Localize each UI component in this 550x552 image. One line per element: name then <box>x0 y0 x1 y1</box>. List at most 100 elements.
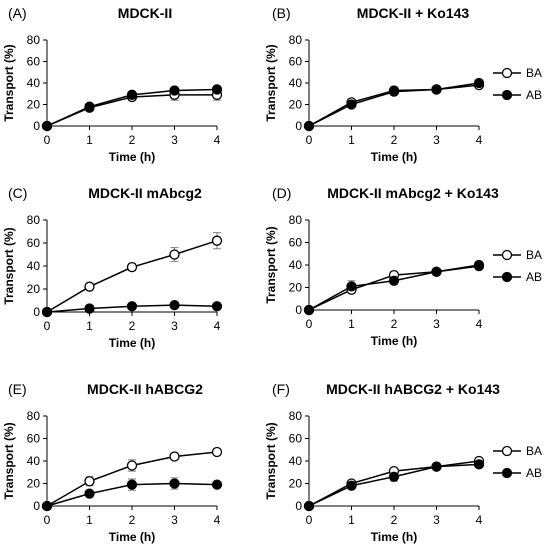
data-point-ab <box>126 301 138 312</box>
legend-label-ba: BA <box>526 248 542 262</box>
x-tick-label: 2 <box>391 317 398 331</box>
x-tick-label: 4 <box>214 133 221 147</box>
legend-marker-ab <box>501 467 513 479</box>
x-tick-label: 4 <box>476 513 483 527</box>
data-point-ab <box>346 281 357 292</box>
x-tick-label: 4 <box>214 513 221 527</box>
panel-label: (A) <box>8 5 27 21</box>
data-point-ab <box>473 77 485 89</box>
y-tick-label: 0 <box>33 119 40 133</box>
legend-f: BA AB <box>493 444 542 480</box>
legend-label-ba: BA <box>526 444 542 458</box>
x-tick-label: 1 <box>86 319 93 333</box>
x-tick-label: 1 <box>348 513 355 527</box>
chart-panel-f: (F) MDCK-II hABCG2 + Ko143 0 20 40 60 80 0 1 2 3 4 T… <box>264 381 500 544</box>
data-point-ab <box>346 99 357 110</box>
y-tick-label: 80 <box>27 213 41 227</box>
x-tick-label: 3 <box>171 319 178 333</box>
chart-title: MDCK-II mAbcg2 + Ko143 <box>327 185 499 201</box>
data-point-ab <box>431 461 442 472</box>
y-tick-label: 60 <box>289 236 303 250</box>
x-axis-label: Time (h) <box>109 336 155 350</box>
data-point-ab <box>84 303 95 314</box>
data-point-ab <box>303 120 315 132</box>
x-tick-label: 1 <box>348 317 355 331</box>
y-tick-label: 60 <box>289 55 303 69</box>
data-point-ab <box>388 275 400 286</box>
y-tick-label: 20 <box>27 282 41 296</box>
y-tick-label: 60 <box>27 432 41 446</box>
chart-panel-b: (B) MDCK-II + Ko143 0 20 40 60 80 0 1 2 3 4 Time (h)… <box>264 5 485 164</box>
y-tick-label: 60 <box>289 432 303 446</box>
y-tick-label: 20 <box>27 98 41 112</box>
legend-marker-ba <box>501 67 513 79</box>
x-tick-label: 0 <box>306 317 313 331</box>
data-point-ab <box>431 84 442 95</box>
x-tick-label: 3 <box>433 513 440 527</box>
y-tick-label: 40 <box>27 259 41 273</box>
y-tick-label: 80 <box>289 33 303 47</box>
x-tick-label: 2 <box>391 133 398 147</box>
data-point-ab <box>303 500 315 512</box>
chart-title: MDCK-II mAbcg2 <box>88 185 202 201</box>
y-tick-label: 60 <box>27 55 41 69</box>
panel-label: (B) <box>272 5 291 21</box>
data-point-ba <box>126 261 138 273</box>
x-tick-label: 3 <box>171 513 178 527</box>
legend-label-ab: AB <box>526 270 542 284</box>
x-tick-label: 2 <box>129 319 136 333</box>
x-axis-label: Time (h) <box>109 530 155 544</box>
y-axis-label: Transport (%) <box>264 226 278 303</box>
y-tick-label: 80 <box>27 33 41 47</box>
data-point-ab <box>211 479 223 490</box>
data-point-ab <box>473 459 485 470</box>
x-axis-label: Time (h) <box>371 530 417 544</box>
x-axis-label: Time (h) <box>109 150 155 164</box>
legend-label-ba: BA <box>526 66 542 80</box>
y-axis-label: Transport (%) <box>2 44 16 121</box>
data-point-ab <box>126 479 138 490</box>
data-point-ab <box>211 84 223 95</box>
legend-b: BA AB <box>493 66 542 102</box>
y-tick-label: 80 <box>289 213 303 227</box>
data-point-ab <box>41 500 53 512</box>
legend-marker-ab <box>501 271 513 283</box>
data-point-ab <box>169 299 180 311</box>
legend-label-ab: AB <box>526 466 542 480</box>
x-tick-label: 0 <box>44 319 51 333</box>
chart-title: MDCK-II <box>118 5 172 21</box>
y-tick-label: 0 <box>295 119 302 133</box>
chart-title: MDCK-II + Ko143 <box>357 5 470 21</box>
y-tick-label: 40 <box>27 454 41 468</box>
data-point-ba <box>84 281 95 292</box>
chart-title: MDCK-II hABCG2 + Ko143 <box>326 381 500 397</box>
panel-label: (E) <box>8 381 27 397</box>
x-tick-label: 3 <box>433 317 440 331</box>
data-point-ab <box>388 471 400 482</box>
data-point-ab <box>473 260 485 272</box>
y-tick-label: 80 <box>27 409 41 423</box>
data-point-ab <box>388 86 400 97</box>
y-axis-label: Transport (%) <box>264 422 278 499</box>
x-tick-label: 1 <box>86 513 93 527</box>
y-tick-label: 0 <box>295 499 302 513</box>
legend-marker-ab <box>501 89 513 101</box>
x-tick-label: 3 <box>171 133 178 147</box>
y-tick-label: 40 <box>289 258 303 272</box>
y-axis-label: Transport (%) <box>2 227 16 304</box>
x-tick-label: 4 <box>476 133 483 147</box>
data-point-ab <box>84 488 95 499</box>
panel-label: (F) <box>272 381 290 397</box>
data-point-ab <box>169 478 180 489</box>
x-tick-label: 0 <box>306 133 313 147</box>
data-point-ab <box>126 89 138 100</box>
x-tick-label: 4 <box>214 319 221 333</box>
data-point-ab <box>211 301 223 312</box>
y-tick-label: 20 <box>289 98 303 112</box>
x-tick-label: 0 <box>306 513 313 527</box>
panel-label: (D) <box>272 185 291 201</box>
data-point-ab <box>41 306 53 318</box>
legend-label-ab: AB <box>526 88 542 102</box>
chart-panel-c: (C) MDCK-II mAbcg2 0 20 40 60 80 0 1 2 3 4 Time (h) T… <box>2 185 223 350</box>
